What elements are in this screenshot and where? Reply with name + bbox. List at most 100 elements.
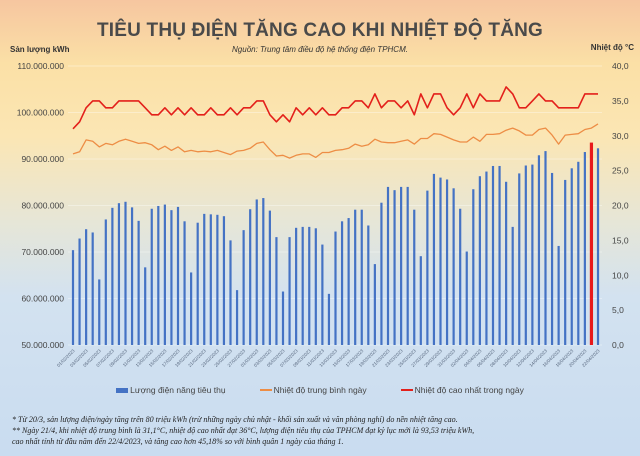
y-tick-label-right: 5,0 [612, 305, 624, 315]
bar [144, 267, 147, 345]
legend-item-avg-temp: Nhiệt độ trung bình ngày [259, 385, 367, 395]
chart-subtitle: Nguồn: Trung tâm điều độ hệ thống điện T… [232, 45, 408, 54]
bar [150, 208, 153, 345]
legend-swatch-bar [116, 387, 129, 393]
bar [485, 171, 488, 345]
bar [386, 186, 390, 345]
bar [334, 231, 337, 345]
bar [117, 203, 121, 345]
y-tick-label-right: 0,0 [612, 340, 624, 350]
bar [137, 220, 140, 345]
y-tick-label: 70.000.000 [21, 247, 64, 257]
bar [295, 227, 298, 345]
legend-label: Nhiệt độ cao nhất trong ngày [414, 385, 524, 395]
legend-label: Lượng điện năng tiêu thụ [130, 385, 226, 395]
footnote: ** Ngày 21/4, khi nhiệt độ trung bình là… [12, 426, 475, 435]
y-tick-label: 80.000.000 [21, 201, 64, 211]
chart-title: TIÊU THỤ ĐIỆN TĂNG CAO KHI NHIỆT ĐỘ TĂNG [96, 20, 544, 41]
bar [524, 165, 527, 345]
bar [104, 219, 107, 345]
legend-item-max-temp: Nhiệt độ cao nhất trong ngày [400, 385, 524, 395]
bar [589, 142, 594, 345]
bar [308, 226, 311, 345]
bar [498, 165, 501, 345]
bar [163, 204, 166, 345]
bar [570, 168, 573, 345]
bar [71, 250, 75, 345]
bar [249, 209, 252, 345]
bar [262, 198, 265, 345]
bar [505, 181, 508, 345]
legend: Lượng điện năng tiêu thụ Nhiệt độ trung … [0, 385, 640, 395]
bar [242, 230, 245, 345]
bar [85, 229, 88, 345]
bar [472, 189, 475, 345]
bar [354, 209, 357, 345]
bar [275, 237, 278, 345]
footnote: * Từ 20/3, sản lượng điện/ngày tăng trên… [12, 415, 458, 424]
y-tick-label-right: 15,0 [612, 235, 629, 245]
y-tick-label-right: 10,0 [612, 270, 629, 280]
bar [459, 208, 462, 345]
bar [222, 216, 226, 345]
y-tick-label-right: 20,0 [612, 201, 629, 211]
bar [98, 279, 101, 345]
bar [544, 151, 547, 345]
bar [491, 165, 495, 345]
bar [327, 293, 331, 345]
y-tick-label: 50.000.000 [21, 340, 64, 350]
bar [380, 202, 383, 345]
y-tick-label-right: 25,0 [612, 166, 629, 176]
bar [255, 199, 258, 345]
footnote: cao nhất tính từ đầu năm đến 22/4/2023, … [12, 437, 344, 446]
bar [465, 251, 468, 345]
bar [321, 244, 324, 345]
bar [268, 210, 271, 345]
bar [531, 164, 534, 345]
bar [216, 214, 219, 345]
bar [301, 226, 304, 345]
bar [229, 240, 232, 345]
y-tick-label: 110.000.000 [17, 61, 64, 71]
bar [557, 245, 560, 345]
bar [511, 226, 514, 345]
bar [400, 186, 403, 345]
bar [209, 214, 212, 345]
legend-swatch-line [259, 389, 272, 391]
bar [439, 177, 442, 345]
bar [596, 148, 600, 345]
bar [452, 188, 455, 345]
bar [426, 190, 429, 345]
bar [157, 205, 160, 345]
bar [340, 221, 344, 345]
bar [419, 256, 422, 345]
bar [124, 201, 127, 345]
bar [314, 228, 317, 345]
legend-label: Nhiệt độ trung bình ngày [273, 385, 367, 395]
bar [550, 172, 554, 345]
bar [170, 210, 173, 345]
bar [347, 218, 350, 345]
bar [176, 206, 180, 345]
y-tick-label: 60.000.000 [21, 294, 64, 304]
bar [288, 237, 291, 345]
chart-plot: 50.000.000 60.000.000 70.000.000 80.000.000… [17, 61, 629, 368]
legend-swatch-line [400, 389, 413, 391]
bar [373, 264, 376, 345]
bar [478, 176, 481, 345]
y-tick-label-right: 35,0 [612, 96, 629, 106]
bar [130, 207, 134, 345]
y-tick-label: 100.000.000 [17, 108, 65, 118]
y-axis-label-left: Sản lượng kWh [10, 45, 70, 54]
bar [583, 152, 586, 345]
max-temp-line [72, 86, 598, 130]
bar [413, 209, 416, 345]
avg-temp-line [72, 123, 599, 159]
bar [203, 213, 206, 345]
bar [367, 225, 370, 345]
y-tick-label-right: 30,0 [612, 131, 629, 141]
y-axis-label-right: Nhiệt độ °C [590, 43, 634, 52]
bar [432, 173, 436, 345]
bar [190, 272, 193, 345]
bar [564, 179, 567, 345]
